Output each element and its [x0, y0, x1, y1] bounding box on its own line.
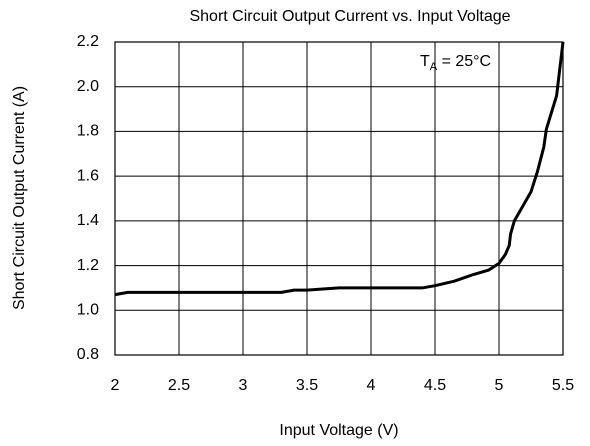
y-tick-label: 0.8 [77, 346, 99, 363]
x-tick-label: 3.5 [296, 377, 318, 394]
y-tick-label: 1.8 [77, 123, 99, 140]
annotation-text: T [420, 53, 430, 70]
y-tick-label: 2.0 [77, 78, 99, 95]
annotation-suffix: = 25°C [437, 53, 491, 70]
data-line [114, 41, 565, 297]
y-tick-label: 1.0 [77, 302, 99, 319]
y-tick-label: 1.4 [77, 212, 99, 229]
annotation-subscript: A [430, 61, 438, 73]
x-tick-label: 2 [111, 377, 120, 394]
chart-title: Short Circuit Output Current vs. Input V… [189, 8, 510, 25]
y-tick-label: 1.2 [77, 257, 99, 274]
annotation: TA = 25°C [420, 53, 491, 73]
x-tick-label: 5.5 [552, 377, 574, 394]
x-tick-label: 5 [495, 377, 504, 394]
x-tick-label: 3 [239, 377, 248, 394]
x-tick-label: 4 [367, 377, 376, 394]
y-tick-label: 2.2 [77, 33, 99, 50]
x-tick-label: 2.5 [168, 377, 190, 394]
y-axis-label: Short Circuit Output Current (A) [11, 86, 28, 310]
y-tick-label: 1.6 [77, 167, 99, 184]
plot-frame [114, 41, 564, 356]
x-tick-label: 4.5 [424, 377, 446, 394]
x-axis-label: Input Voltage (V) [279, 422, 398, 439]
